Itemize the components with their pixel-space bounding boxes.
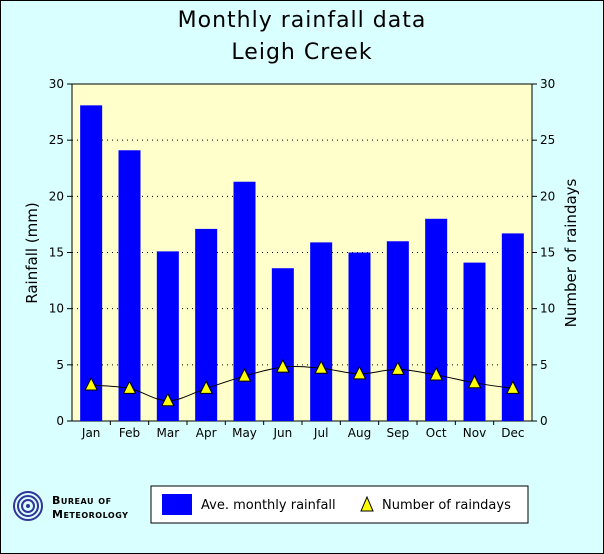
rainfall-bar-jan bbox=[80, 105, 103, 422]
rainfall-bar-jul bbox=[310, 242, 333, 421]
x-tick-label: Oct bbox=[426, 426, 447, 440]
raindays-markers bbox=[84, 358, 520, 407]
y-tick-label-right: 30 bbox=[540, 77, 555, 91]
y-tick-label-left: 25 bbox=[49, 133, 64, 147]
rainfall-bar-sep bbox=[386, 241, 409, 421]
raindays-marker-mar bbox=[161, 392, 175, 407]
legend-box bbox=[150, 485, 529, 524]
y-tick-label-left: 5 bbox=[56, 358, 64, 372]
raindays-marker-jul bbox=[314, 360, 328, 374]
y-tick-label-right: 25 bbox=[540, 133, 555, 147]
chart-subtitle: Leigh Creek bbox=[231, 40, 373, 65]
rainfall-bar-dec bbox=[501, 233, 524, 421]
rainfall-bar-mar bbox=[156, 251, 179, 421]
x-tick-label: Jul bbox=[313, 426, 328, 440]
raindays-marker-may bbox=[237, 367, 252, 382]
raindays-marker-oct bbox=[429, 366, 443, 381]
x-tick-label: May bbox=[232, 426, 257, 440]
y-tick-label-left: 10 bbox=[49, 302, 64, 316]
logo-line-2: Meteorology bbox=[52, 508, 129, 521]
rainfall-bar-aug bbox=[348, 252, 371, 421]
raindays-marker-aug bbox=[352, 365, 367, 380]
raindays-marker-dec bbox=[506, 380, 520, 394]
x-tick-label: Dec bbox=[501, 426, 524, 440]
raindays-marker-nov bbox=[467, 374, 482, 389]
y-tick-label-right: 0 bbox=[540, 414, 548, 428]
y-tick-label-right: 20 bbox=[540, 189, 555, 203]
y-tick-label-left: 0 bbox=[56, 414, 64, 428]
bom-swirl-icon bbox=[12, 490, 44, 522]
y-axis-right-label: Number of raindays bbox=[562, 178, 580, 327]
x-tick-label: Apr bbox=[196, 426, 217, 440]
rainfall-bar-apr bbox=[195, 228, 218, 421]
y-tick-label-left: 15 bbox=[49, 246, 64, 260]
raindays-marker-apr bbox=[199, 380, 213, 394]
y-tick-label-right: 5 bbox=[540, 358, 548, 372]
axes: 0 0 5 5 10 10 15 15 20 20 25 25 30 30 Jan Feb Mar Apr May J… bbox=[49, 77, 556, 440]
chart-title: Monthly rainfall data bbox=[177, 8, 427, 33]
legend-rainfall-swatch bbox=[162, 494, 192, 515]
rainfall-bar-may bbox=[233, 181, 256, 421]
legend-raindays-marker bbox=[360, 495, 374, 512]
rainfall-bars bbox=[80, 105, 524, 422]
raindays-marker-jun bbox=[276, 358, 290, 373]
logo-line-1: Bureau of bbox=[52, 494, 112, 507]
rainfall-bar-feb bbox=[118, 150, 141, 421]
x-tick-label: Nov bbox=[463, 426, 486, 440]
raindays-marker-feb bbox=[122, 380, 137, 394]
x-tick-label: Aug bbox=[348, 426, 371, 440]
x-tick-label: Jan bbox=[81, 426, 101, 440]
y-tick-label-left: 20 bbox=[49, 189, 64, 203]
x-tick-label: Feb bbox=[119, 426, 140, 440]
y-tick-label-left: 30 bbox=[49, 77, 64, 91]
grid-lines bbox=[72, 139, 532, 366]
legend-raindays-label: Number of raindays bbox=[382, 498, 511, 513]
x-tick-label: Sep bbox=[387, 426, 410, 440]
raindays-marker-sep bbox=[391, 361, 405, 375]
y-tick-label-right: 10 bbox=[540, 302, 555, 316]
x-tick-label: Jun bbox=[272, 426, 292, 440]
x-tick-label: Mar bbox=[157, 426, 180, 440]
rainfall-bar-nov bbox=[463, 262, 486, 421]
y-axis-left-label: Rainfall (mm) bbox=[23, 202, 41, 303]
rainfall-bar-jun bbox=[271, 268, 294, 421]
y-tick-label-right: 15 bbox=[540, 246, 555, 260]
rainfall-bar-oct bbox=[425, 218, 448, 421]
bom-logo-text: Bureau of Meteorology bbox=[52, 494, 128, 522]
raindays-marker-jan bbox=[84, 376, 98, 391]
legend-rainfall-label: Ave. monthly rainfall bbox=[201, 498, 336, 513]
